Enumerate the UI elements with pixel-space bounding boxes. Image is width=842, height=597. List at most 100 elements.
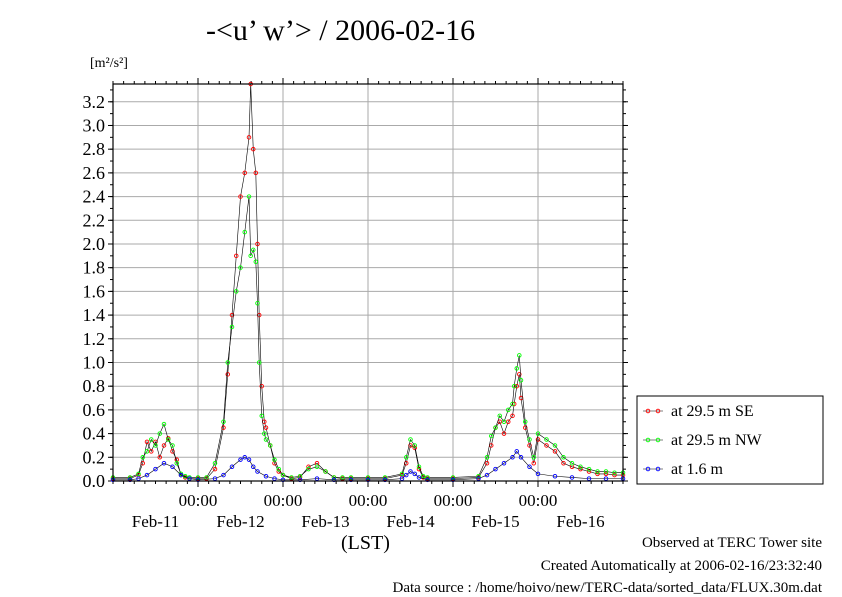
series-point <box>263 474 269 479</box>
legend-box <box>636 395 824 485</box>
series-point <box>501 431 507 436</box>
series-point <box>256 312 262 318</box>
series-point <box>170 464 175 470</box>
x-day-label: Feb-13 <box>301 512 349 531</box>
series-point <box>306 464 311 470</box>
y-tick-label: 0.0 <box>83 471 106 491</box>
series-point <box>569 460 575 466</box>
series-point <box>603 469 609 474</box>
series-point <box>425 477 430 483</box>
series-point <box>263 425 269 430</box>
series-point <box>280 472 286 478</box>
series-point <box>527 464 532 470</box>
x-tick-time-label: 00:00 <box>434 491 473 510</box>
series-point <box>517 372 522 377</box>
series-point <box>416 464 422 470</box>
series-point <box>510 401 515 407</box>
series-point <box>497 413 503 419</box>
series-point <box>450 477 456 483</box>
series-point <box>253 170 259 176</box>
series-point <box>408 469 413 474</box>
series-point <box>280 477 286 483</box>
legend-label: at 29.5 m SE <box>671 403 754 420</box>
series-point <box>144 449 150 454</box>
legend-marker <box>655 437 661 443</box>
legend-label: at 1.6 m <box>671 461 724 478</box>
y-tick-label: 2.2 <box>83 210 106 230</box>
series-point <box>408 437 413 442</box>
series-point <box>412 471 418 477</box>
series-point <box>578 466 583 472</box>
series-point <box>144 472 150 478</box>
series-point <box>255 300 260 306</box>
series-point <box>238 265 243 270</box>
series-point <box>493 425 498 430</box>
series-point <box>259 383 265 389</box>
series-point <box>552 443 558 448</box>
x-day-label: Feb-12 <box>216 512 264 531</box>
series-point <box>242 455 247 460</box>
series-point <box>578 464 583 470</box>
series-point <box>289 475 294 480</box>
x-tick-time-label: 00:00 <box>519 491 558 510</box>
series-point <box>404 455 409 460</box>
series-point <box>255 241 260 247</box>
series-point <box>501 419 507 424</box>
series-point <box>246 457 252 462</box>
y-tick-label: 0.2 <box>83 447 106 467</box>
series-point <box>127 475 133 480</box>
y-tick-label: 0.6 <box>83 400 106 420</box>
series-point <box>408 443 413 448</box>
series-point <box>238 457 243 462</box>
series-point <box>510 413 515 419</box>
y-tick-label: 2.6 <box>83 163 106 183</box>
series-point <box>127 477 133 483</box>
series-point <box>148 437 154 442</box>
series-point <box>255 469 260 474</box>
series-point <box>595 469 600 474</box>
series-point <box>238 194 243 199</box>
series-point <box>248 253 253 259</box>
series-point <box>268 443 273 448</box>
y-tick-label: 1.4 <box>83 305 106 325</box>
series-point <box>511 383 517 389</box>
series-point <box>225 360 230 365</box>
series-point <box>523 419 528 424</box>
series-point <box>233 289 239 294</box>
series-point <box>544 443 549 448</box>
series-point <box>348 477 354 483</box>
series-point <box>523 425 528 430</box>
legend-marker <box>655 408 661 414</box>
series-point <box>259 413 265 419</box>
series-point <box>531 455 537 460</box>
series-point <box>250 247 256 253</box>
series-point <box>514 366 520 371</box>
series-point <box>518 455 524 460</box>
series-point <box>612 472 617 478</box>
y-tick-label: 3.0 <box>83 115 106 135</box>
series-point <box>242 170 247 176</box>
series-point <box>552 449 558 454</box>
series-point <box>153 466 158 472</box>
series-point <box>170 449 175 454</box>
footer-source: Data source : /home/hoivo/new/TERC-data/… <box>392 580 823 596</box>
series-point <box>476 474 481 479</box>
x-day-label: Feb-16 <box>556 512 604 531</box>
y-tick-label: 3.2 <box>83 92 106 112</box>
x-day-label: Feb-15 <box>471 512 519 531</box>
series-point <box>148 449 154 454</box>
series-point <box>552 474 558 479</box>
series-point <box>144 439 150 445</box>
y-tick-label: 0.8 <box>83 376 106 396</box>
x-day-label: Feb-14 <box>386 512 435 531</box>
series-point <box>246 194 252 199</box>
series-point <box>161 443 167 448</box>
series-point <box>531 460 537 466</box>
x-tick-time-label: 00:00 <box>349 491 388 510</box>
series-point <box>518 378 524 383</box>
series-point <box>514 383 520 389</box>
series-point <box>612 470 617 475</box>
x-tick-time-label: 00:00 <box>264 491 303 510</box>
series-point <box>229 464 235 470</box>
